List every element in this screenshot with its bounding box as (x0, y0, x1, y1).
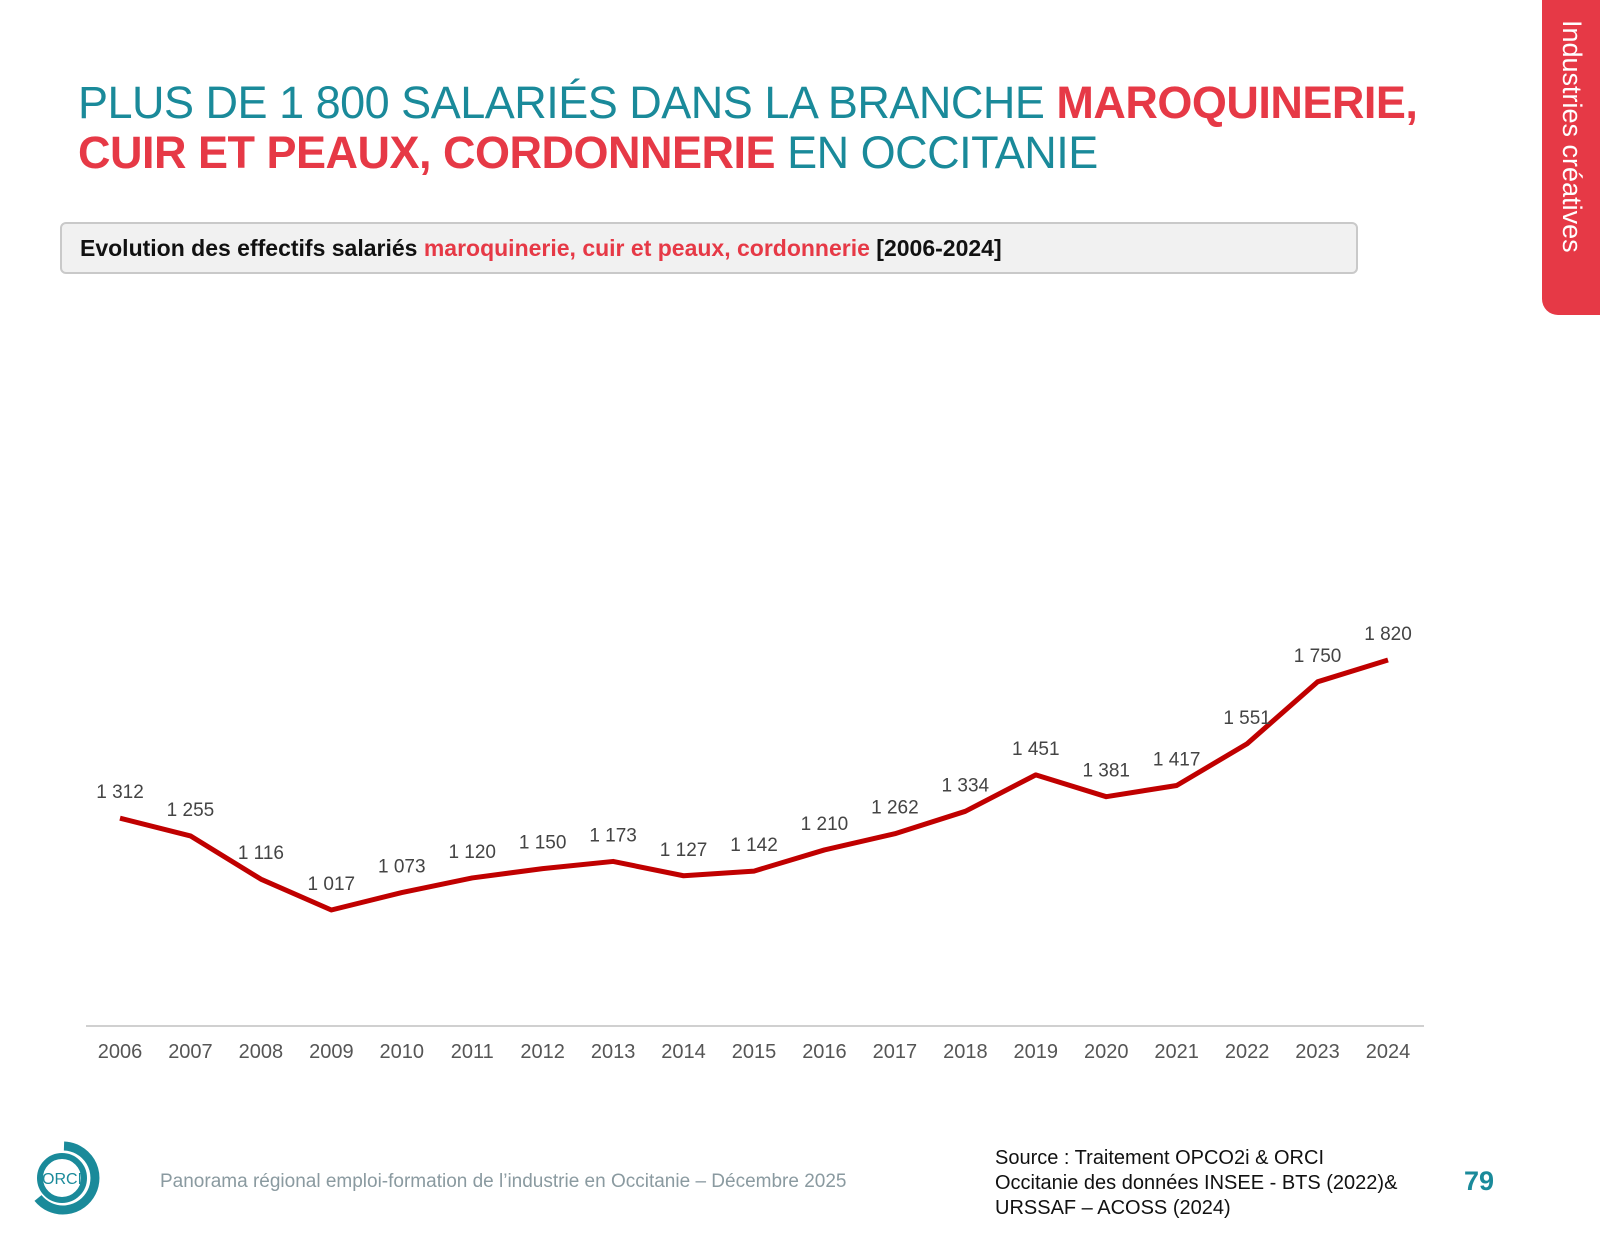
x-tick-label: 2021 (1154, 1041, 1199, 1063)
data-label: 1 551 (1223, 708, 1271, 729)
data-label: 1 173 (589, 825, 637, 846)
svg-text:ORCI: ORCI (42, 1171, 82, 1188)
data-label: 1 017 (308, 874, 356, 895)
x-tick-label: 2006 (98, 1041, 143, 1063)
data-label: 1 150 (519, 833, 567, 854)
x-tick-label: 2010 (380, 1041, 425, 1063)
x-tick-label: 2015 (732, 1041, 777, 1063)
data-label: 1 255 (167, 800, 215, 821)
data-label: 1 334 (942, 775, 990, 796)
data-label: 1 312 (96, 782, 144, 803)
footer-text: Panorama régional emploi-formation de l’… (160, 1171, 847, 1192)
series-line (119, 657, 1389, 913)
x-tick-label: 2011 (451, 1041, 494, 1063)
x-tick-label: 2024 (1366, 1041, 1411, 1063)
x-tick-label: 2012 (520, 1041, 565, 1063)
data-label: 1 820 (1364, 624, 1412, 645)
x-tick-label: 2018 (943, 1041, 988, 1063)
data-label: 1 116 (238, 843, 284, 864)
subtitle-part3: [2006-2024] (869, 235, 1002, 261)
data-label: 1 262 (871, 798, 919, 819)
data-label: 1 210 (801, 814, 849, 835)
x-tick-label: 2016 (802, 1041, 847, 1063)
chart-subtitle-box: Evolution des effectifs salariés maroqui… (60, 222, 1358, 274)
orci-logo: ORCI (34, 1141, 100, 1215)
source-line: Occitanie des données INSEE - BTS (2022)… (995, 1172, 1398, 1194)
x-tick-label: 2020 (1084, 1041, 1129, 1063)
x-tick-label: 2013 (591, 1041, 636, 1063)
title-part1: PLUS DE 1 800 SALARIÉS DANS LA BRANCHE (78, 77, 1057, 128)
source-note: Source : Traitement OPCO2i & ORCI Occita… (995, 1146, 1455, 1221)
subtitle-part1: Evolution des effectifs salariés (80, 235, 424, 261)
x-tick-label: 2008 (239, 1041, 284, 1063)
x-tick-label: 2019 (1014, 1041, 1059, 1063)
source-line: Source : Traitement OPCO2i & ORCI (995, 1147, 1324, 1169)
x-tick-label: 2017 (873, 1041, 918, 1063)
x-tick-label: 2022 (1225, 1041, 1270, 1063)
page-title: PLUS DE 1 800 SALARIÉS DANS LA BRANCHE M… (78, 78, 1458, 178)
subtitle-highlight: maroquinerie, cuir et peaux, cordonnerie (423, 235, 870, 261)
data-label: 1 142 (730, 835, 778, 856)
data-label: 1 750 (1294, 646, 1342, 667)
page-number: 79 (1464, 1166, 1495, 1196)
data-label: 1 381 (1082, 761, 1130, 782)
data-label: 1 120 (448, 842, 496, 863)
data-label: 1 451 (1012, 739, 1060, 760)
title-part3: EN OCCITANIE (775, 127, 1098, 178)
x-tick-label: 2009 (309, 1041, 354, 1063)
data-label: 1 073 (378, 857, 426, 878)
data-label: 1 417 (1153, 749, 1201, 770)
section-tab-label: Industries créatives (1557, 20, 1587, 253)
x-tick-label: 2007 (168, 1041, 213, 1063)
section-tab[interactable]: Industries créatives (1542, 0, 1600, 315)
x-tick-label: 2014 (661, 1041, 706, 1063)
title-highlight: MAROQUINERIE, CUIR ET PEAUX, CORDONNERIE (78, 77, 1418, 178)
source-line: URSSAF – ACOSS (2024) (995, 1197, 1231, 1219)
x-tick-label: 2023 (1295, 1041, 1340, 1063)
data-label: 1 127 (660, 840, 708, 861)
